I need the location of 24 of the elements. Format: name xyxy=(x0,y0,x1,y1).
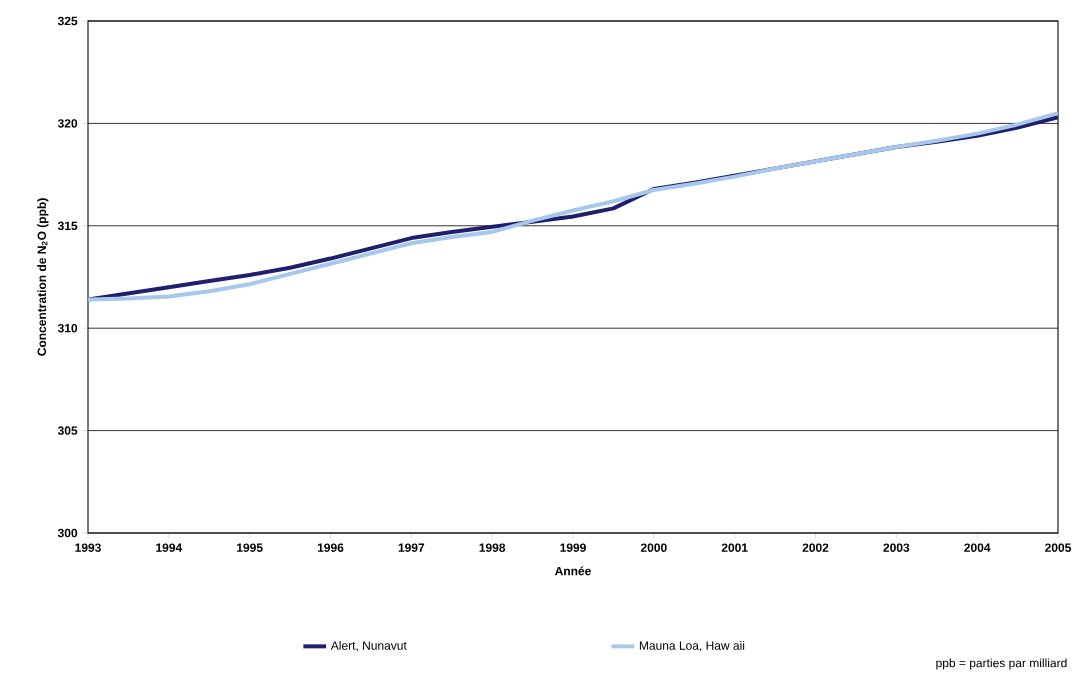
x-tick-label: 1993 xyxy=(75,543,101,552)
x-tick-label: 1999 xyxy=(560,543,586,552)
x-tick-label: 1997 xyxy=(398,543,425,552)
y-axis-title: Concentration de N$_{2}$O (ppb) xyxy=(37,198,49,356)
x-axis-title: Année xyxy=(554,566,591,576)
x-tick-label: 2005 xyxy=(1045,543,1072,552)
y-tick-label: 305 xyxy=(57,426,78,435)
legend-label: Mauna Loa, Haw aii xyxy=(639,640,745,652)
x-tick-label: 2000 xyxy=(640,543,667,552)
x-tick-label: 2003 xyxy=(883,543,910,552)
x-tick-label: 1995 xyxy=(237,543,263,552)
x-tick-label: 2002 xyxy=(802,543,829,552)
x-tick-label: 2004 xyxy=(964,543,991,552)
y-tick-label: 320 xyxy=(57,119,78,128)
x-tick-label: 1998 xyxy=(479,543,506,552)
x-tick-label: 1994 xyxy=(156,543,183,552)
text: ppb = parties par milliard xyxy=(936,658,1067,670)
y-tick-label: 310 xyxy=(57,323,78,333)
legend-label: Alert, Nunavut xyxy=(330,640,407,652)
x-tick-label: 2001 xyxy=(721,543,748,552)
x-tick-label: 1996 xyxy=(317,543,344,552)
y-tick-label: 300 xyxy=(57,528,78,538)
y-tick-label: 325 xyxy=(57,16,78,26)
y-tick-label: 315 xyxy=(57,221,78,231)
